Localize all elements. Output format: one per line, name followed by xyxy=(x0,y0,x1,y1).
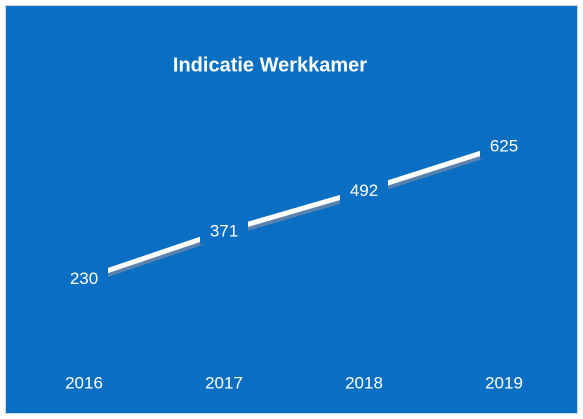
data-label: 371 xyxy=(210,222,238,241)
line-shadow xyxy=(84,147,506,285)
data-label: 230 xyxy=(70,269,98,288)
chart-title: Indicatie Werkkamer xyxy=(173,54,367,76)
label-background xyxy=(60,265,108,292)
x-tick-label: 2017 xyxy=(205,373,243,392)
label-background xyxy=(340,177,388,204)
x-tick-label: 2016 xyxy=(65,373,103,392)
label-background xyxy=(480,132,528,159)
x-tick-label: 2019 xyxy=(485,373,523,392)
x-tick-label: 2018 xyxy=(345,373,383,392)
line xyxy=(83,143,505,282)
data-label: 625 xyxy=(490,136,518,155)
data-label: 492 xyxy=(350,181,378,200)
label-background xyxy=(200,218,248,245)
